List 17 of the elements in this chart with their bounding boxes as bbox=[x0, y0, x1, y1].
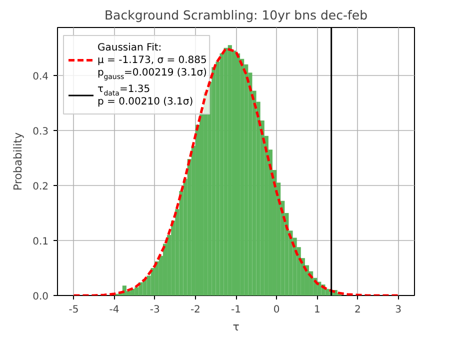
x-tick-label: 1 bbox=[314, 304, 320, 316]
x-tick-label: 3 bbox=[395, 304, 402, 316]
y-tick-label: 0.3 bbox=[32, 126, 49, 138]
x-tick-label: -2 bbox=[190, 304, 200, 316]
y-axis-title: Probability bbox=[12, 132, 25, 191]
chart-title: Background Scrambling: 10yr bns dec-feb bbox=[104, 8, 368, 22]
x-tick-label: -4 bbox=[109, 304, 120, 316]
x-tick-label: 2 bbox=[354, 304, 361, 316]
x-axis-title: τ bbox=[232, 320, 240, 334]
x-tick-label: -3 bbox=[150, 304, 160, 316]
y-tick-label: 0.1 bbox=[32, 236, 49, 248]
y-tick-label: 0.2 bbox=[32, 181, 49, 192]
x-tick-label: -1 bbox=[231, 304, 241, 316]
y-tick-label: 0.0 bbox=[32, 292, 49, 302]
y-tick-label: 0.4 bbox=[32, 71, 49, 82]
x-tick-label: 0 bbox=[273, 304, 280, 316]
x-tick-label: -5 bbox=[68, 304, 79, 316]
